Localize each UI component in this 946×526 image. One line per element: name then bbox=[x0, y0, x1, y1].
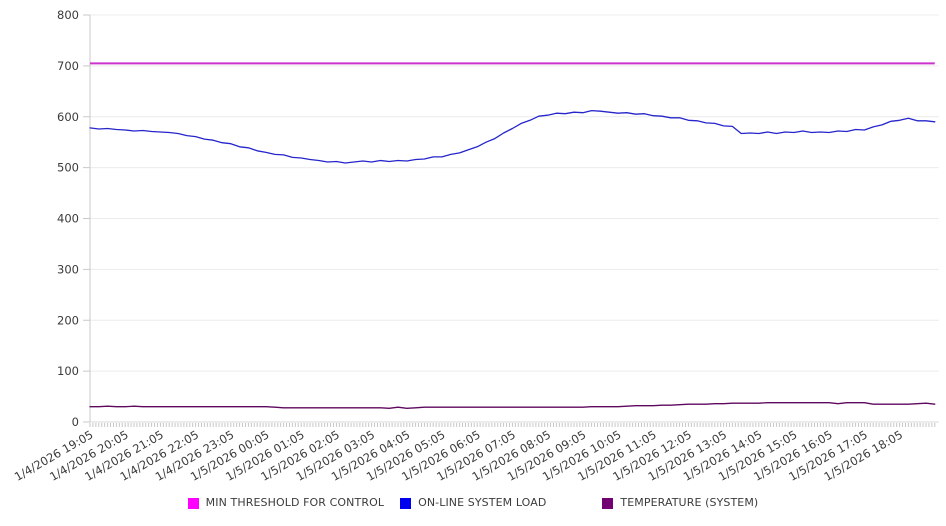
y-tick-label: 300 bbox=[57, 262, 79, 276]
temperature-system-swatch-icon bbox=[602, 497, 614, 509]
legend-label: MIN THRESHOLD FOR CONTROL bbox=[205, 496, 385, 509]
legend-item-online-system-load[interactable]: ON-LINE SYSTEM LOAD bbox=[400, 494, 546, 512]
legend-label: TEMPERATURE (SYSTEM) bbox=[620, 496, 759, 509]
min-threshold-swatch-icon bbox=[187, 497, 199, 509]
online-system-load-swatch-icon bbox=[400, 497, 412, 509]
series-line-temperature-system- bbox=[89, 402, 936, 409]
legend-label: ON-LINE SYSTEM LOAD bbox=[418, 496, 547, 509]
y-tick-label: 700 bbox=[57, 59, 79, 73]
y-tick-label: 0 bbox=[72, 415, 79, 429]
legend-item-temperature-system[interactable]: TEMPERATURE (SYSTEM) bbox=[602, 494, 758, 512]
series-line-on-line-system-load bbox=[89, 109, 936, 164]
y-tick-label: 500 bbox=[57, 161, 79, 175]
y-tick-label: 400 bbox=[57, 212, 79, 226]
legend-item-min-threshold[interactable]: MIN THRESHOLD FOR CONTROL bbox=[187, 494, 385, 512]
y-tick-label: 200 bbox=[57, 313, 79, 327]
y-tick-label: 800 bbox=[57, 8, 79, 22]
y-tick-label: 600 bbox=[57, 110, 79, 124]
y-tick-label: 100 bbox=[57, 364, 79, 378]
chart-legend: MIN THRESHOLD FOR CONTROL ON-LINE SYSTEM… bbox=[0, 494, 946, 512]
